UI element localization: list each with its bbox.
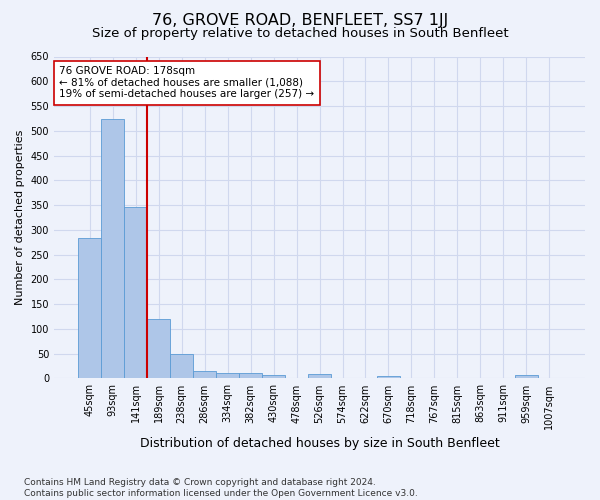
Text: Contains HM Land Registry data © Crown copyright and database right 2024.
Contai: Contains HM Land Registry data © Crown c… (24, 478, 418, 498)
Text: 76, GROVE ROAD, BENFLEET, SS7 1JJ: 76, GROVE ROAD, BENFLEET, SS7 1JJ (152, 12, 448, 28)
Bar (101, 119, 124, 378)
Bar (262, 376, 285, 378)
Bar (239, 374, 262, 378)
Bar (515, 376, 538, 378)
Bar (193, 370, 216, 378)
Bar (308, 374, 331, 378)
Bar (78, 238, 101, 378)
Bar (377, 376, 400, 378)
Bar (147, 318, 170, 378)
Bar (124, 206, 147, 378)
Text: Size of property relative to detached houses in South Benfleet: Size of property relative to detached ho… (92, 28, 508, 40)
Y-axis label: Number of detached properties: Number of detached properties (15, 130, 25, 305)
Bar (170, 354, 193, 378)
Text: 76 GROVE ROAD: 178sqm
← 81% of detached houses are smaller (1,088)
19% of semi-d: 76 GROVE ROAD: 178sqm ← 81% of detached … (59, 66, 314, 100)
Bar (216, 373, 239, 378)
X-axis label: Distribution of detached houses by size in South Benfleet: Distribution of detached houses by size … (140, 437, 499, 450)
